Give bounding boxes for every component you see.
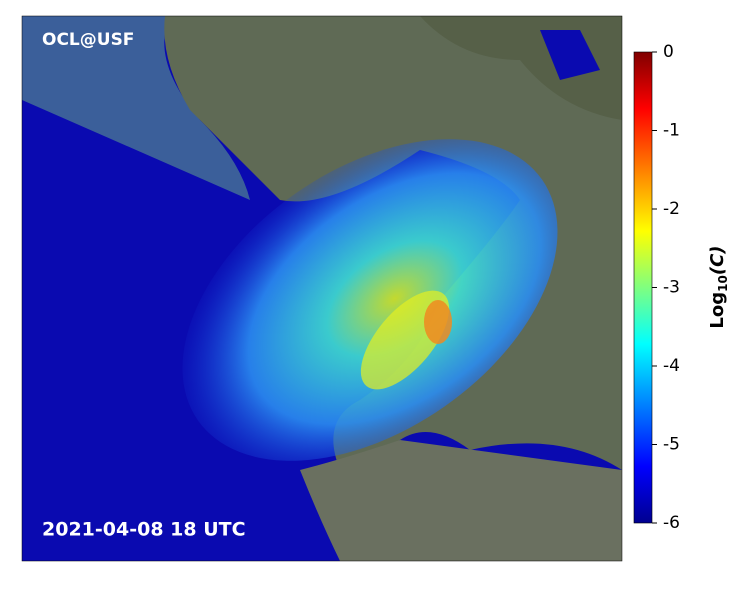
colorbar-label: Log10(C)	[707, 245, 730, 328]
open-gulf	[22, 16, 250, 200]
watermark: OCL@USF	[42, 30, 134, 50]
colorbar	[633, 51, 653, 524]
colorbar-tick-label: -2	[663, 199, 680, 219]
map-frame	[21, 15, 623, 562]
timestamp: 2021-04-08 18 UTC	[42, 519, 246, 541]
label-sub: 10	[716, 275, 730, 292]
colorbar-tick-label: -6	[663, 513, 680, 533]
label-main: Log	[707, 292, 728, 329]
colorbar-tick-label: -5	[663, 435, 680, 455]
plume-peak	[424, 300, 452, 344]
colorbar-tick-label: -4	[663, 356, 680, 376]
label-arg: (C)	[707, 245, 728, 275]
bay	[540, 30, 600, 80]
plume	[182, 139, 558, 461]
colorbar-tick-label: -3	[663, 278, 680, 298]
colorbar-tick-label: 0	[663, 42, 674, 62]
colorbar-tick-label: -1	[663, 121, 680, 141]
land	[164, 16, 622, 470]
map: OCL@USF 2021-04-08 18 UTC	[22, 16, 622, 561]
land	[300, 440, 622, 561]
